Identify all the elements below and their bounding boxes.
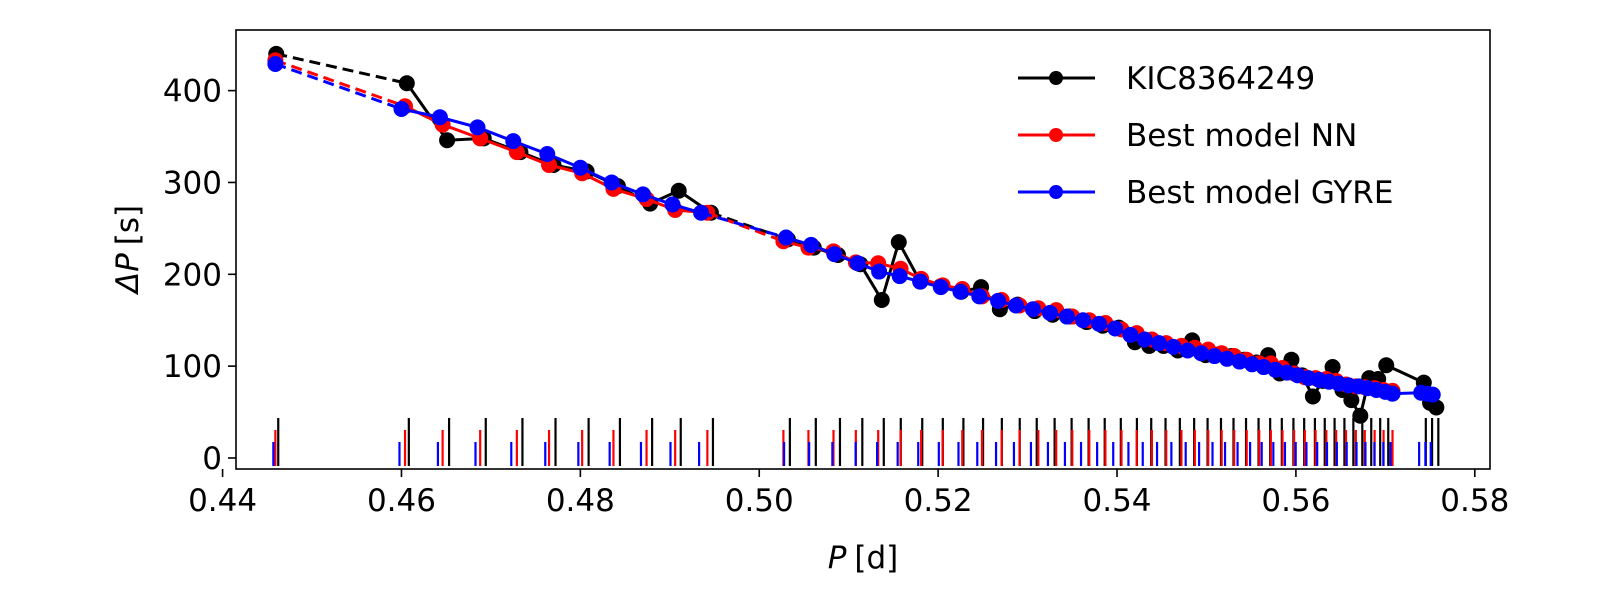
best-model-gyre-point (971, 288, 988, 305)
best-model-gyre-point (1107, 320, 1124, 337)
best-model-gyre-point (990, 292, 1007, 309)
best-model-gyre-point (1058, 308, 1075, 325)
kic8364249-point (398, 75, 415, 92)
legend-entry-kic8364249: KIC8364249 (1018, 61, 1315, 97)
best-model-gyre-point (1193, 345, 1210, 362)
best-model-gyre-point (539, 145, 556, 162)
best-model-gyre-point (1041, 304, 1058, 321)
best-model-gyre-point (1122, 326, 1139, 343)
kic8364249-point (670, 182, 687, 199)
legend-label-kic8364249: KIC8364249 (1126, 61, 1315, 97)
kic8364249-point (1304, 388, 1321, 405)
best-model-gyre-point (1024, 301, 1041, 318)
x-tick-label: 0.50 (725, 483, 794, 519)
best-model-gyre-point (1007, 297, 1024, 314)
x-axis-label: P [d] (828, 540, 899, 576)
x-tick-label: 0.58 (1440, 483, 1509, 519)
best-model-gyre-point (826, 246, 843, 263)
kic8364249-point (1378, 357, 1395, 374)
legend: KIC8364249 Best model NN Best model GYRE (1018, 61, 1393, 211)
best-model-gyre-gap-line (274, 62, 402, 111)
kic8364249-point (1352, 407, 1369, 424)
kic8364249-gap-line (710, 211, 789, 241)
best-model-gyre-point (431, 109, 448, 126)
period-marker-layer (272, 417, 1440, 466)
kic8364249-point (1343, 392, 1360, 409)
best-model-gyre-point (891, 268, 908, 285)
kic8364249-point (890, 234, 907, 251)
best-model-gyre-point (634, 186, 651, 203)
y-tick-label: 0 (202, 441, 222, 477)
best-model-gyre-point (267, 55, 284, 72)
x-tick-label: 0.52 (904, 483, 973, 519)
best-model-gyre-point (1075, 312, 1092, 329)
kic8364249-gap-line (275, 52, 408, 85)
best-model-gyre-point (1136, 331, 1153, 348)
kic8364249-point (1428, 399, 1445, 416)
best-model-gyre-point (932, 279, 949, 296)
series-layer (267, 45, 1445, 424)
best-model-gyre-point (1091, 315, 1108, 332)
best-model-nn-gap-line (706, 211, 784, 243)
best-model-gyre-point (952, 283, 969, 300)
best-model-gyre-point (912, 273, 929, 290)
best-model-gyre-point (1179, 342, 1196, 359)
best-model-gyre-point (803, 236, 820, 253)
best-model-gyre-point (871, 263, 888, 280)
x-tick-label: 0.46 (367, 483, 436, 519)
legend-entry-best-model-nn: Best model NN (1018, 118, 1357, 154)
legend-label-best-model-gyre: Best model GYRE (1126, 175, 1393, 211)
best-model-gyre-point (693, 204, 710, 221)
legend-marker-kic8364249 (1049, 71, 1063, 85)
best-model-gyre-point (664, 196, 681, 213)
legend-entry-best-model-gyre: Best model GYRE (1018, 175, 1393, 211)
x-tick-label: 0.54 (1083, 483, 1152, 519)
y-tick-label: 100 (163, 349, 222, 385)
best-model-nn-gap-line (274, 58, 406, 108)
best-model-gyre-point (1165, 338, 1182, 355)
best-model-gyre-point (849, 255, 866, 272)
best-model-gyre-point (1231, 353, 1248, 370)
y-tick-label: 400 (163, 74, 222, 110)
kic8364249-point (873, 292, 890, 309)
x-tick-label: 0.48 (546, 483, 615, 519)
kic8364249-point (1324, 359, 1341, 376)
legend-marker-best-model-nn (1049, 128, 1063, 142)
x-tick-label: 0.56 (1261, 483, 1330, 519)
kic8364249-point (439, 132, 456, 149)
y-tick-label: 200 (163, 257, 222, 293)
best-model-gyre-point (1151, 335, 1168, 352)
plot-frame (235, 29, 1491, 470)
best-model-gyre-point (393, 100, 410, 117)
best-model-gyre-point (469, 119, 486, 136)
legend-marker-best-model-gyre (1049, 185, 1063, 199)
best-model-gyre-point (1219, 350, 1236, 367)
best-model-gyre-point (1384, 385, 1401, 402)
best-model-gyre-point (603, 174, 620, 191)
best-model-gyre-line (401, 107, 702, 215)
kic8364249-line (405, 82, 712, 215)
y-axis-ticks: 0 100 200 300 400 (163, 74, 236, 477)
best-model-gyre-point (505, 133, 522, 150)
best-model-gyre-point (1206, 348, 1223, 365)
best-model-gyre-point (778, 229, 795, 246)
y-tick-label: 300 (163, 165, 222, 201)
best-model-gyre-gap-line (700, 211, 787, 240)
best-model-gyre-point (572, 159, 589, 176)
best-model-gyre-point (1424, 386, 1441, 403)
x-tick-label: 0.44 (188, 483, 257, 519)
best-model-nn-line (404, 104, 708, 215)
legend-label-best-model-nn: Best model NN (1126, 118, 1357, 154)
x-axis-ticks: 0.44 0.46 0.48 0.50 0.52 0.54 0.56 0.58 (188, 469, 1509, 519)
y-axis-label: ΔP[s] (110, 205, 146, 295)
